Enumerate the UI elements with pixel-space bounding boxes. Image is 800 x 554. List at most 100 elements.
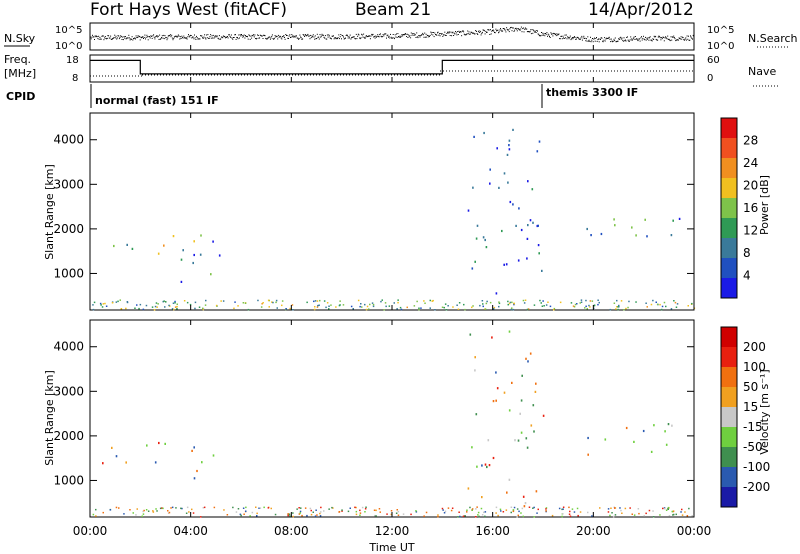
noise-point — [209, 36, 211, 38]
noise-point — [122, 39, 124, 41]
noise-point — [511, 30, 513, 32]
power-point — [99, 302, 102, 305]
freq-unit-label: [MHz] — [4, 67, 36, 80]
noise-point — [416, 36, 418, 38]
velocity-point — [232, 506, 234, 509]
noise-point — [316, 38, 318, 39]
velocity-point — [488, 464, 491, 467]
velocity-point — [537, 508, 539, 511]
noise-point — [516, 30, 518, 32]
noise-point — [506, 27, 508, 29]
velocity-point — [462, 515, 465, 517]
velocity-point — [508, 330, 511, 333]
noise-point — [584, 37, 586, 39]
power-point — [580, 301, 583, 303]
power-point — [93, 301, 96, 304]
noise-point — [208, 37, 210, 39]
noise-point — [608, 36, 610, 38]
noise-point — [482, 29, 484, 31]
velocity-point — [289, 515, 291, 517]
power-point — [559, 301, 562, 304]
velocity-point — [451, 507, 454, 509]
velocity-ytick-label: 2000 — [53, 429, 84, 443]
power-point — [281, 304, 283, 307]
noise-point — [452, 31, 454, 33]
noise-point — [435, 34, 436, 36]
noise-point — [225, 36, 227, 38]
power-bar-tick: 8 — [743, 246, 751, 260]
noise-point — [289, 34, 291, 36]
noise-point — [235, 34, 236, 36]
noise-point — [447, 31, 448, 33]
noise-point — [655, 38, 657, 40]
noise-point — [140, 36, 142, 38]
noise-point — [488, 29, 490, 31]
velocity-point — [650, 450, 653, 453]
noise-point — [204, 34, 206, 36]
noise-point — [269, 38, 271, 40]
velocity-point — [495, 371, 497, 374]
noise-point — [661, 37, 663, 39]
noise-point — [216, 35, 218, 37]
velocity-point — [667, 506, 670, 509]
noise-point — [549, 37, 551, 38]
noise-point — [666, 38, 668, 40]
power-point — [397, 301, 399, 304]
power-point — [659, 303, 661, 306]
noise-point — [435, 34, 437, 36]
noise-point — [311, 35, 313, 37]
noise-point — [477, 31, 479, 33]
power-point — [330, 304, 332, 306]
power-point — [151, 306, 154, 308]
noise-point — [593, 38, 595, 40]
noise-point — [261, 35, 263, 37]
noise-point — [574, 36, 576, 38]
noise-point — [423, 36, 425, 38]
noise-point — [127, 37, 129, 39]
noise-point — [460, 31, 462, 33]
velocity-point — [467, 487, 470, 490]
noise-point — [639, 38, 640, 40]
noise-point — [663, 36, 665, 38]
noise-point — [572, 38, 574, 40]
power-point — [200, 234, 202, 237]
noise-point — [468, 31, 470, 33]
noise-point — [669, 39, 671, 41]
power-point — [199, 253, 202, 256]
noise-point — [629, 39, 631, 41]
power-bar-segment — [721, 158, 737, 179]
noise-point — [524, 27, 526, 29]
noise-point — [135, 38, 136, 40]
noise-point — [496, 29, 498, 31]
noise-point — [214, 36, 216, 38]
velocity-point — [577, 514, 579, 517]
power-point — [508, 144, 510, 147]
power-point — [313, 308, 316, 311]
noise-point — [532, 29, 534, 31]
noise-point — [430, 31, 432, 33]
velocity-point — [571, 508, 574, 510]
noise-point — [620, 36, 622, 38]
noise-point — [547, 33, 549, 35]
power-point — [156, 306, 158, 308]
noise-point — [169, 35, 171, 37]
noise-point — [192, 36, 194, 38]
noise-point — [157, 36, 159, 38]
noise-point — [422, 34, 424, 36]
power-point — [131, 247, 134, 250]
noise-point — [146, 34, 148, 36]
power-bar-tick: 20 — [743, 179, 758, 193]
velocity-point — [379, 511, 381, 513]
noise-point — [658, 35, 660, 37]
noise-point — [155, 36, 157, 38]
noise-point — [104, 37, 106, 39]
noise-point — [596, 37, 597, 38]
velocity-point — [561, 508, 563, 511]
velocity-point — [397, 514, 400, 516]
velocity-point — [319, 512, 321, 515]
velocity-point — [629, 507, 631, 509]
noise-point — [534, 30, 536, 32]
power-point — [125, 307, 127, 310]
power-point — [157, 303, 159, 305]
noise-point — [385, 33, 387, 35]
